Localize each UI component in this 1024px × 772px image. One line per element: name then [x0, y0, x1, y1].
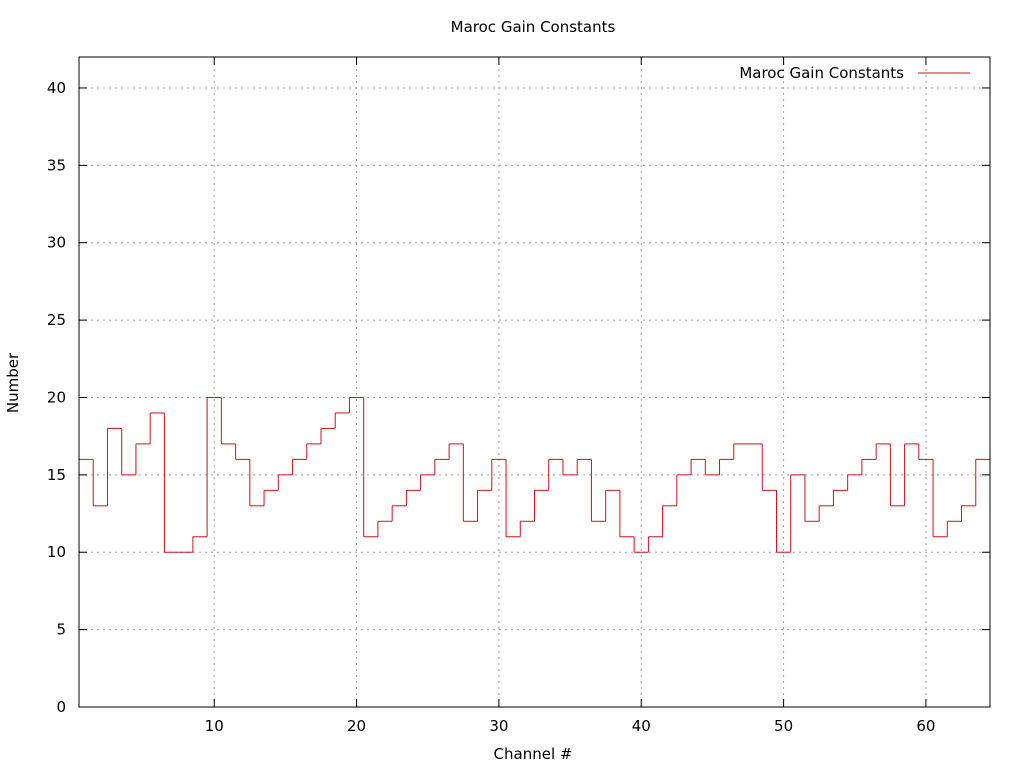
y-tick-label: 20	[47, 388, 66, 406]
axis-ticks: 0 5 10 15 20 25 30 35 40 10 20 30 40 50 60	[47, 57, 990, 735]
y-tick-label: 5	[56, 621, 66, 639]
y-tick-label: 0	[56, 698, 66, 716]
x-tick-label: 30	[489, 717, 508, 735]
y-tick-label: 10	[47, 543, 66, 561]
plot-border	[78, 56, 991, 708]
plot-area	[79, 396, 990, 553]
chart-title: Maroc Gain Constants	[451, 18, 616, 36]
y-tick-label: 35	[47, 156, 66, 174]
y-tick-label: 15	[47, 466, 66, 484]
x-tick-label: 20	[347, 717, 366, 735]
x-axis-label: Channel #	[494, 745, 573, 763]
x-tick-label: 50	[774, 717, 793, 735]
x-tick-label: 60	[916, 717, 935, 735]
x-tick-label: 40	[632, 717, 651, 735]
y-axis-label: Number	[4, 352, 22, 413]
y-tick-label: 30	[47, 234, 66, 252]
legend: Maroc Gain Constants	[739, 64, 970, 82]
y-tick-label: 40	[47, 79, 66, 97]
legend-label: Maroc Gain Constants	[739, 64, 904, 82]
y-tick-label: 25	[47, 311, 66, 329]
x-tick-label: 10	[205, 717, 224, 735]
grid-lines	[79, 57, 990, 707]
